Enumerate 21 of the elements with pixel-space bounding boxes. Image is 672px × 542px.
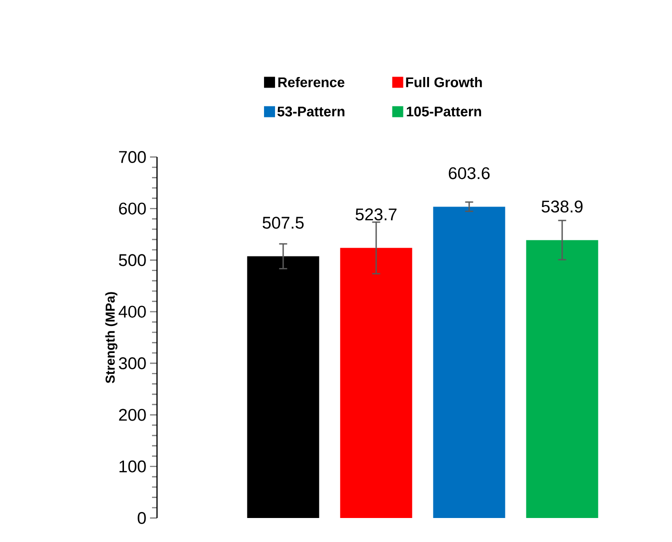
bar bbox=[340, 248, 412, 518]
legend-label: Full Growth bbox=[406, 76, 482, 88]
data-label: 603.6 bbox=[448, 167, 490, 180]
y-tick-label: 600 bbox=[119, 202, 146, 215]
bar bbox=[433, 206, 506, 518]
y-tick-label: 500 bbox=[118, 254, 146, 266]
data-label: 507.5 bbox=[262, 216, 304, 229]
y-tick-label: 200 bbox=[119, 408, 146, 421]
y-axis-title: Strength (MPa) bbox=[105, 292, 118, 384]
y-tick-label: 0 bbox=[138, 512, 146, 524]
y-tick-label: 300 bbox=[118, 357, 146, 370]
y-tick-label: 700 bbox=[119, 150, 146, 163]
legend-label: 53-Pattern bbox=[277, 106, 344, 116]
data-label: 523.7 bbox=[356, 208, 396, 220]
legend-label: 105-Pattern bbox=[406, 106, 482, 116]
legend-label: Reference bbox=[278, 76, 344, 88]
data-label: 538.9 bbox=[542, 200, 583, 213]
bar bbox=[526, 240, 598, 518]
y-tick-label: 100 bbox=[120, 460, 146, 472]
bar bbox=[247, 256, 320, 518]
y-tick-label: 400 bbox=[118, 306, 146, 318]
